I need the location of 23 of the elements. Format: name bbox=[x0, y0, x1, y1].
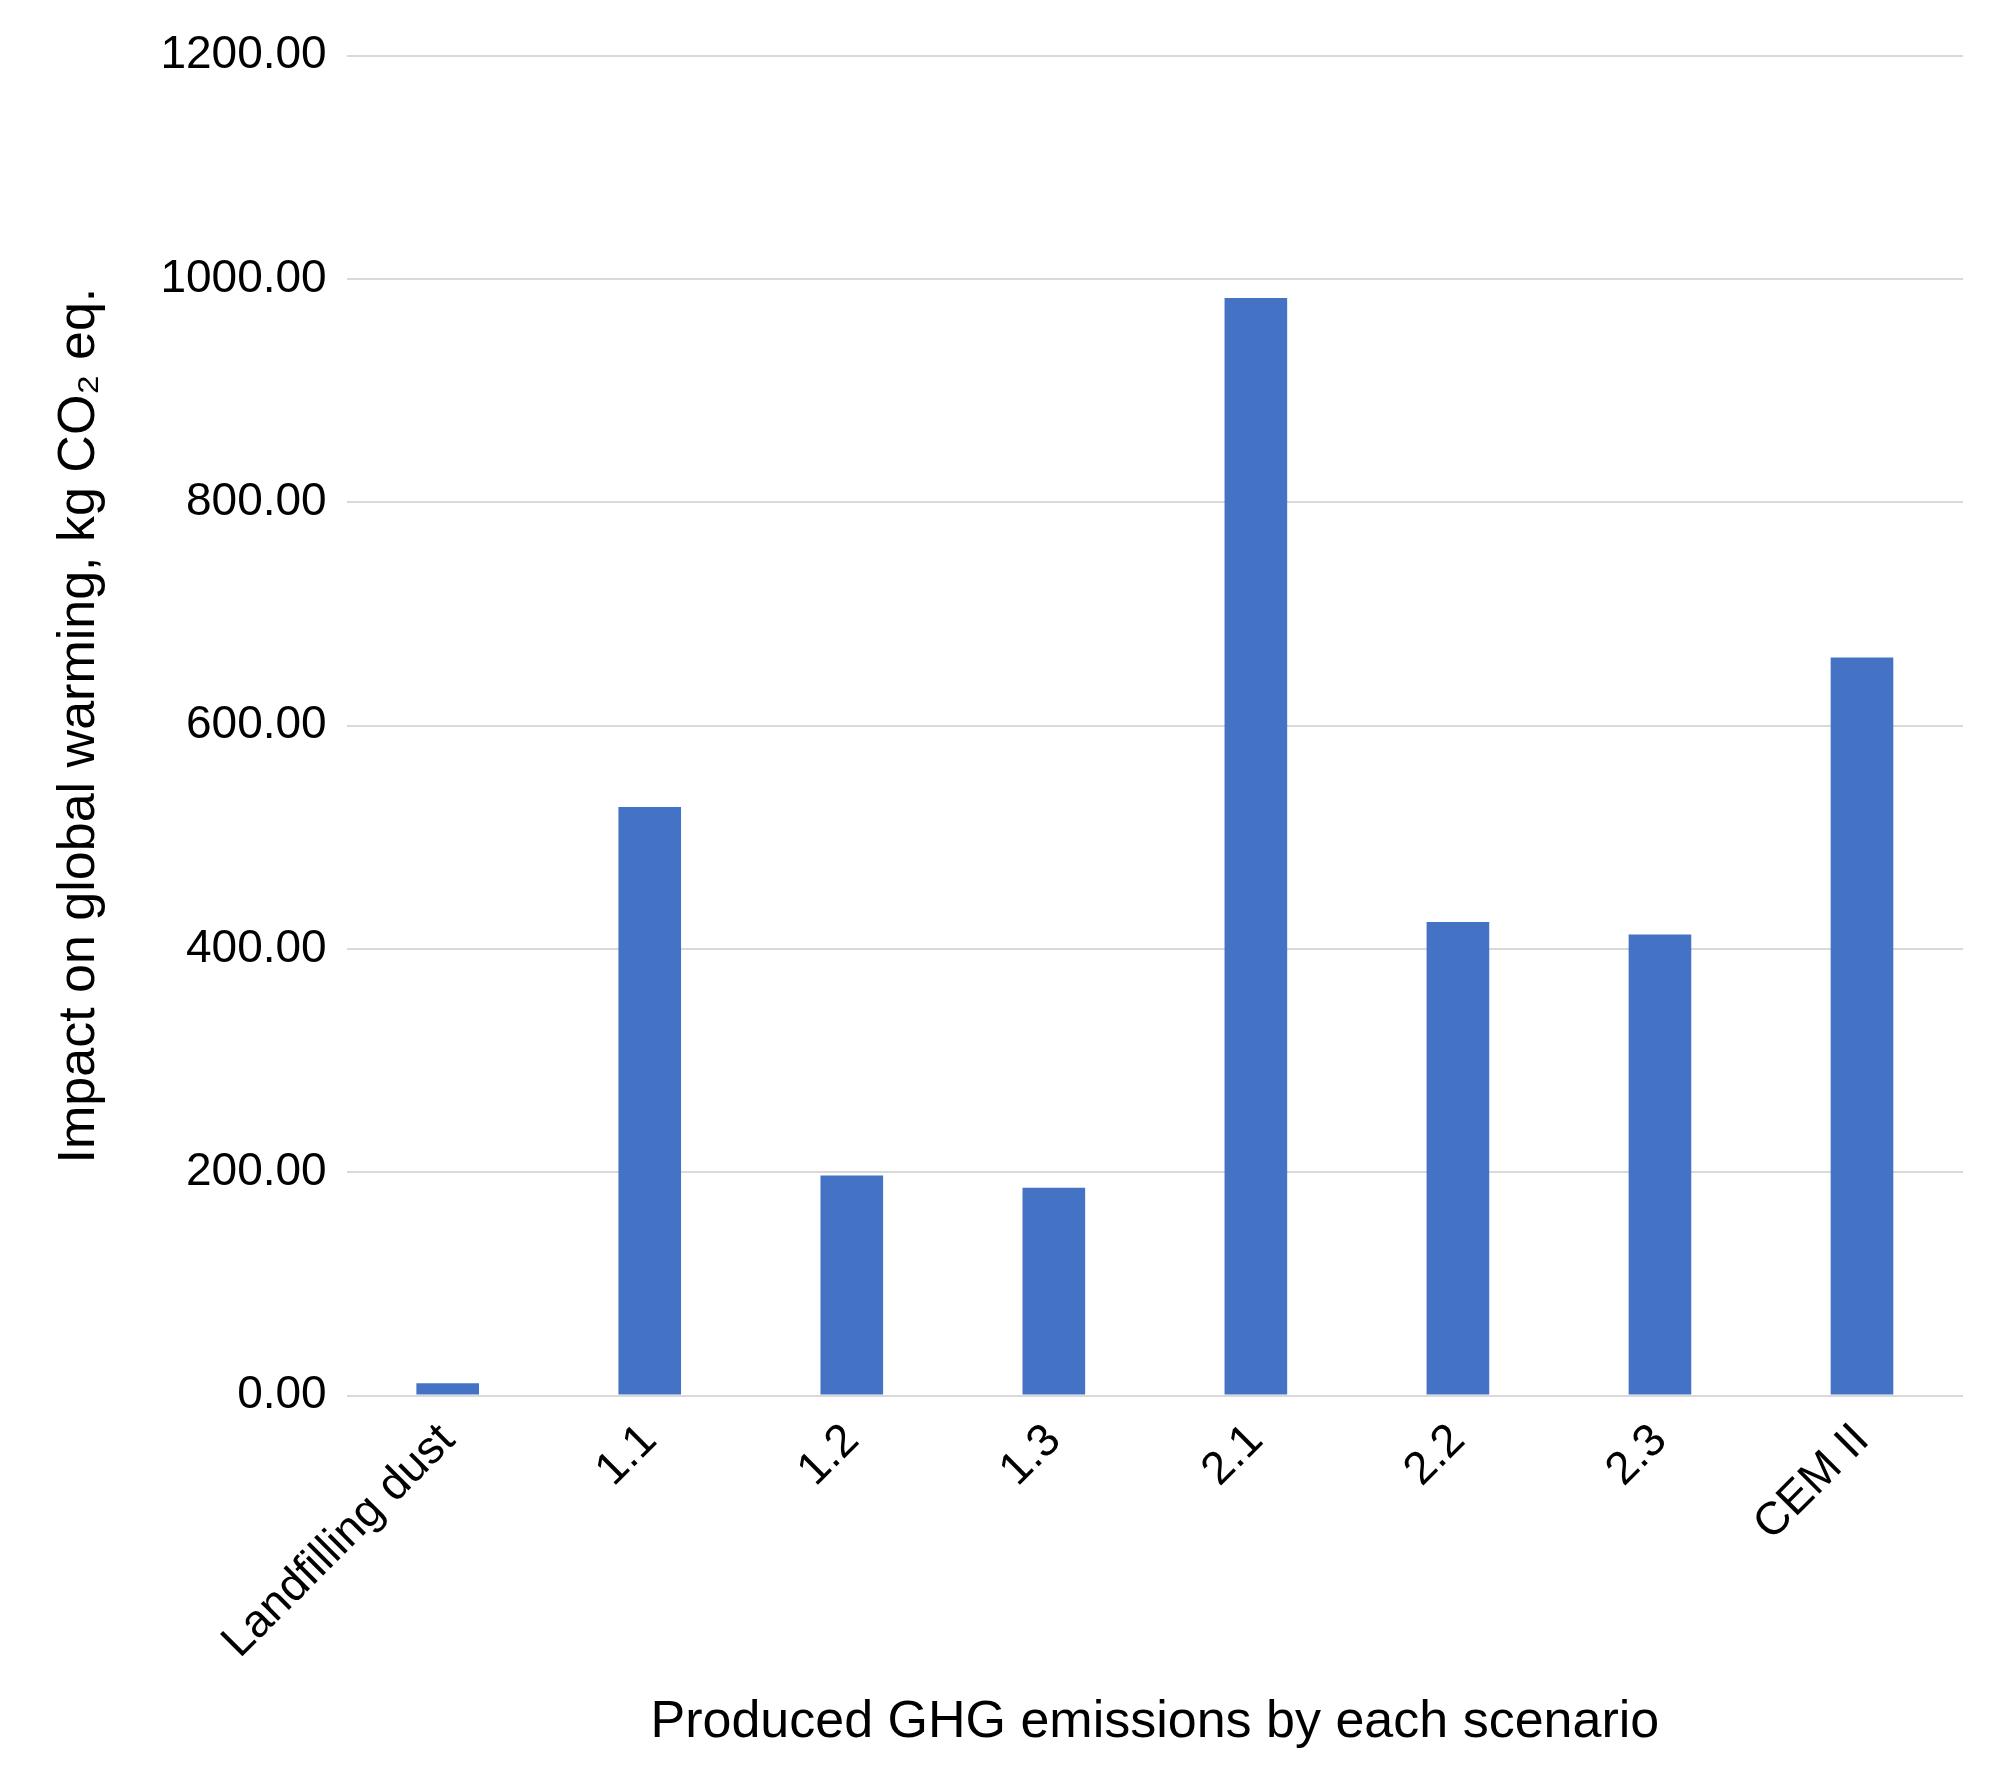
x-tick-label: 1.2 bbox=[785, 1412, 868, 1495]
y-tick-label: 1200.00 bbox=[160, 26, 327, 79]
x-axis-title: Produced GHG emissions by each scenario bbox=[650, 1690, 1660, 1749]
x-tick-label: 1.3 bbox=[987, 1412, 1070, 1495]
x-tick-label: 2.3 bbox=[1593, 1412, 1676, 1495]
bar bbox=[1022, 1187, 1086, 1395]
y-tick-label: 200.00 bbox=[185, 1142, 327, 1195]
bar bbox=[1830, 657, 1894, 1395]
bar bbox=[1224, 297, 1288, 1395]
bar bbox=[1628, 934, 1692, 1395]
x-tick-label: 2.2 bbox=[1391, 1412, 1474, 1495]
bar bbox=[416, 1383, 480, 1395]
bar bbox=[618, 807, 682, 1395]
bar bbox=[820, 1175, 884, 1395]
y-tick-label: 1000.00 bbox=[160, 249, 327, 302]
y-tick-label: 0.00 bbox=[237, 1366, 327, 1419]
x-tick-label: 1.1 bbox=[583, 1412, 666, 1495]
y-axis-title: Impact on global warming, kg CO₂ eq. bbox=[46, 287, 105, 1164]
y-tick-label: 400.00 bbox=[185, 919, 327, 972]
y-tick-label: 600.00 bbox=[185, 696, 327, 749]
x-tick-label: 2.1 bbox=[1189, 1412, 1272, 1495]
y-tick-label: 800.00 bbox=[185, 472, 327, 525]
bar bbox=[1426, 922, 1490, 1395]
